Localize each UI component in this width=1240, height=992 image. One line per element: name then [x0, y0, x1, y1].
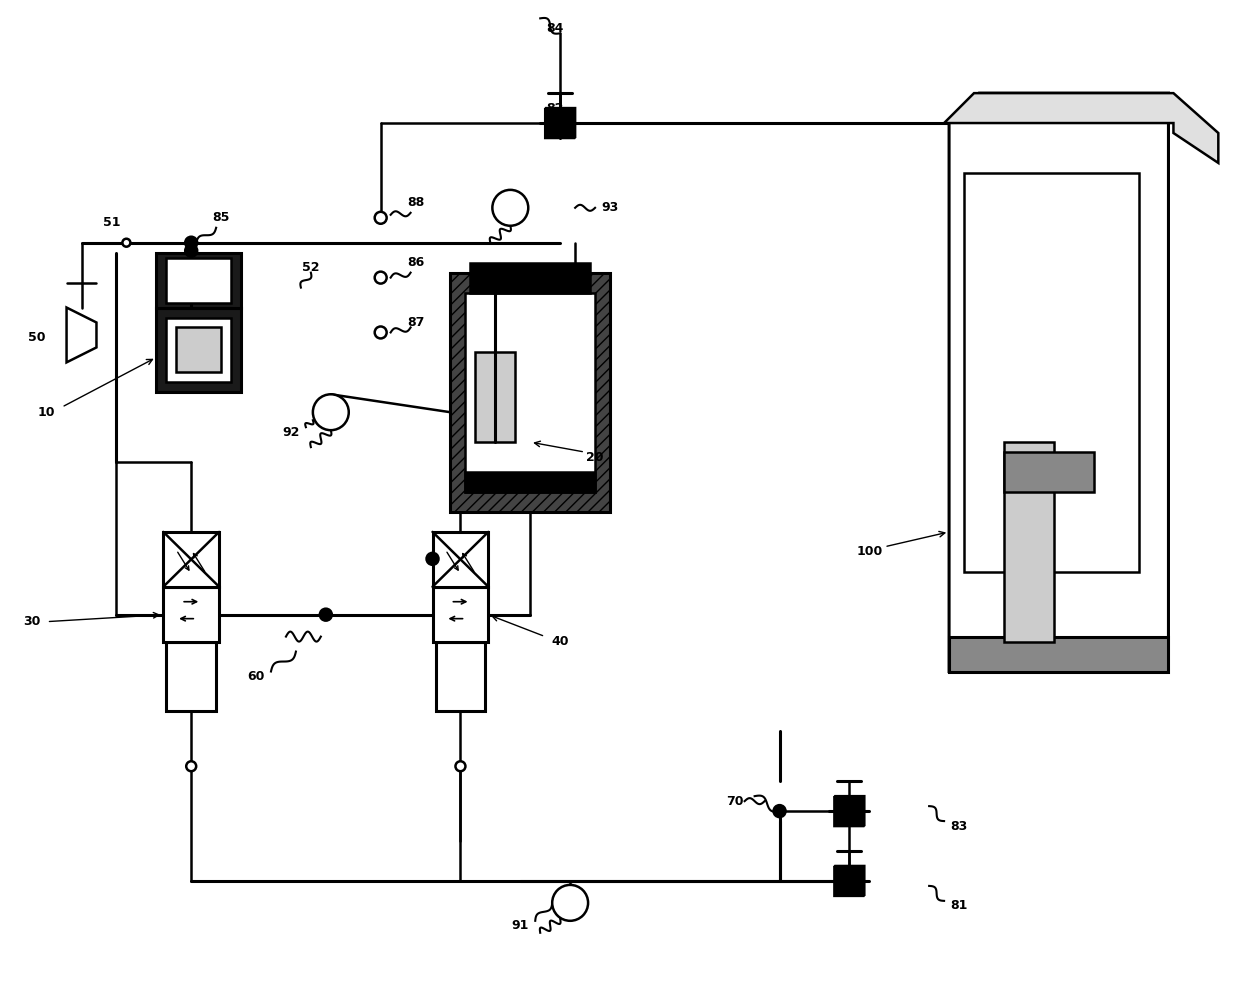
Bar	[1004, 442, 1054, 642]
Polygon shape	[546, 108, 575, 138]
Text: 93: 93	[601, 201, 619, 214]
Bar	[164, 532, 219, 586]
Bar	[176, 327, 221, 372]
Circle shape	[185, 237, 197, 249]
Bar	[465, 293, 595, 492]
Polygon shape	[949, 93, 1168, 672]
Circle shape	[774, 806, 785, 817]
Polygon shape	[835, 797, 864, 826]
Bar	[166, 642, 216, 711]
Circle shape	[374, 326, 387, 338]
Bar	[465, 472, 595, 492]
Bar	[963, 173, 1138, 571]
Bar	[156, 308, 241, 392]
Text: 92: 92	[283, 426, 300, 438]
Circle shape	[374, 272, 387, 284]
Bar	[1004, 452, 1094, 492]
Bar	[166, 258, 231, 303]
Text: 51: 51	[103, 216, 120, 229]
Text: 40: 40	[552, 635, 569, 648]
Bar	[156, 253, 241, 308]
Polygon shape	[944, 93, 1219, 163]
Bar	[433, 532, 489, 586]
Circle shape	[427, 553, 439, 564]
Polygon shape	[835, 866, 864, 896]
Polygon shape	[67, 308, 97, 362]
Polygon shape	[835, 797, 864, 826]
Polygon shape	[835, 866, 864, 896]
Circle shape	[185, 245, 197, 257]
Text: 81: 81	[950, 900, 967, 913]
Text: 87: 87	[407, 316, 424, 329]
Bar	[450, 273, 610, 512]
Text: 100: 100	[856, 546, 883, 558]
Bar	[164, 586, 219, 642]
Circle shape	[552, 885, 588, 921]
Text: 30: 30	[24, 615, 41, 628]
Circle shape	[492, 189, 528, 226]
Bar	[433, 586, 489, 642]
Text: 70: 70	[725, 795, 744, 807]
Text: 85: 85	[212, 211, 229, 224]
Bar	[475, 352, 516, 442]
Circle shape	[123, 239, 130, 247]
Bar	[435, 642, 485, 711]
Circle shape	[312, 394, 348, 431]
Text: 88: 88	[407, 196, 424, 209]
Bar	[166, 317, 231, 382]
Text: 10: 10	[38, 406, 56, 419]
Circle shape	[186, 761, 196, 771]
Text: 20: 20	[587, 450, 604, 463]
Text: 83: 83	[950, 819, 967, 832]
Circle shape	[374, 212, 387, 224]
Bar	[470, 263, 590, 293]
Text: 86: 86	[407, 256, 424, 269]
Text: 82: 82	[547, 101, 564, 115]
Circle shape	[320, 609, 332, 621]
Text: 60: 60	[247, 670, 264, 683]
Circle shape	[455, 761, 465, 771]
Text: 52: 52	[303, 261, 320, 274]
Polygon shape	[546, 108, 575, 138]
Text: 91: 91	[512, 920, 529, 932]
Text: 84: 84	[547, 22, 564, 35]
Text: 50: 50	[27, 331, 46, 344]
Bar	[949, 637, 1168, 672]
